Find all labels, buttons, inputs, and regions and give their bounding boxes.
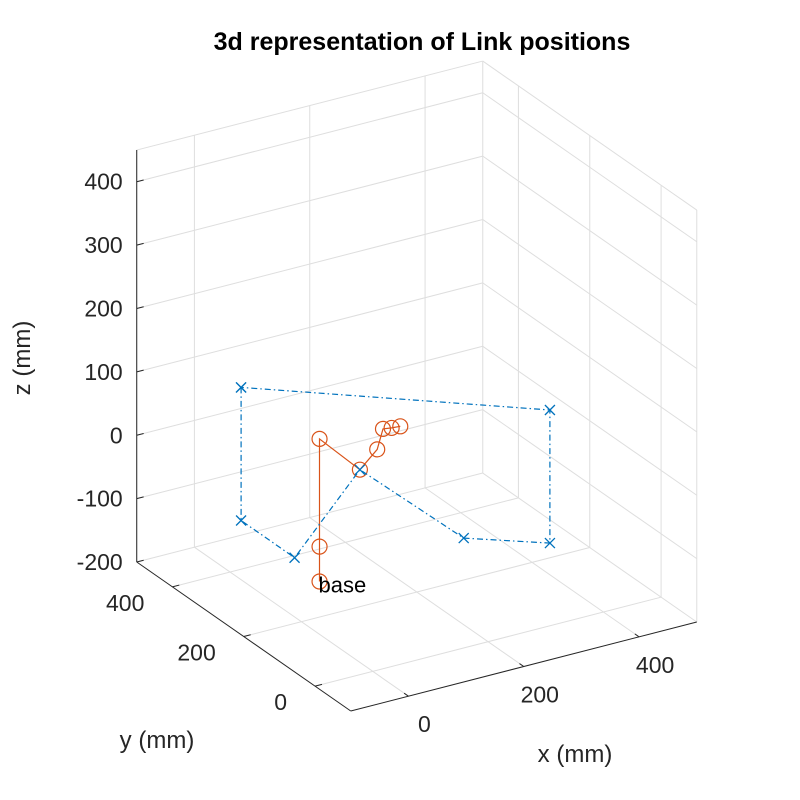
- x-tick-mark: [634, 633, 640, 638]
- x-tick-label: 400: [636, 652, 674, 678]
- grid-line-backwall-z: [136, 472, 483, 563]
- z-tick-label: 400: [84, 169, 122, 195]
- series-1-point: [289, 552, 301, 564]
- grid-line-sidewall-z: [482, 345, 698, 496]
- series-0-point: [374, 420, 392, 437]
- grid-line-floor-y: [172, 497, 519, 588]
- grid-line-sidewall-z: [482, 92, 698, 243]
- x-tick-label: 0: [418, 711, 431, 737]
- series-1-line: [240, 386, 551, 559]
- z-tick-mark: [136, 306, 144, 309]
- y-tick-label: 200: [177, 640, 215, 666]
- annotation-label: base: [319, 572, 367, 597]
- series-0-point: [311, 430, 328, 447]
- z-tick-label: -200: [77, 549, 123, 575]
- grid-line-sidewall-z: [482, 219, 698, 369]
- x-tick-label: 200: [521, 682, 559, 708]
- axes-layer: 0 200 400 0 200 400 -200 -100 0 100 200 300 400: [77, 150, 697, 737]
- box-edge-top-side: [482, 60, 698, 211]
- y-tick-mark: [243, 634, 251, 637]
- y-tick-mark: [314, 683, 323, 687]
- y-axis-label: y (mm): [120, 727, 195, 754]
- series-0-point: [351, 461, 369, 478]
- series-0-point: [383, 419, 400, 437]
- z-tick-label: 200: [84, 296, 122, 322]
- x-tick-mark: [519, 663, 525, 667]
- series-0-point: [369, 441, 386, 458]
- z-tick-label: 300: [84, 232, 122, 258]
- series-0-point: [392, 418, 409, 435]
- y-tick-mark: [172, 584, 180, 588]
- z-tick-mark: [136, 369, 144, 373]
- grid-line-backwall-z: [136, 92, 483, 183]
- series-layer: [235, 381, 556, 590]
- series-1-point: [354, 464, 366, 476]
- grid-line-floor-y: [243, 547, 590, 637]
- series-1-point: [458, 532, 470, 544]
- x-tick-mark: [403, 692, 409, 697]
- series-1-point: [544, 404, 556, 416]
- grid-line-backwall-z: [136, 345, 483, 436]
- series-1-point: [235, 515, 247, 526]
- grid-line-backwall-z: [136, 219, 483, 309]
- box-edge-top-back: [136, 60, 483, 151]
- series-1-point: [544, 537, 556, 549]
- chart-title: 3d representation of Link positions: [214, 28, 631, 56]
- y-tick-label: 400: [106, 590, 144, 616]
- grid-line-sidewall-z: [482, 155, 698, 306]
- z-tick-mark: [136, 179, 144, 183]
- annotation-layer: base: [319, 572, 367, 597]
- z-tick-mark: [136, 242, 144, 246]
- z-tick-mark: [136, 496, 144, 500]
- grid-layer: [136, 60, 698, 697]
- z-tick-label: 100: [84, 359, 122, 385]
- series-0-line: [318, 425, 401, 582]
- series-1-point: [235, 381, 247, 393]
- series-0-point: [311, 573, 328, 590]
- grid-line-sidewall-z: [482, 282, 698, 433]
- z-tick-mark: [136, 432, 144, 436]
- grid-line-sidewall-z: [482, 472, 698, 623]
- grid-line-sidewall-z: [482, 409, 698, 560]
- z-tick-label: 0: [110, 422, 123, 448]
- z-tick-mark: [136, 559, 144, 563]
- y-tick-label: 0: [274, 689, 287, 715]
- series-0-point: [311, 538, 328, 555]
- grid-line-backwall-z: [136, 282, 483, 373]
- grid-line-backwall-z: [136, 155, 483, 246]
- z-tick-label: -100: [77, 486, 123, 512]
- x-axis-label: x (mm): [538, 741, 613, 768]
- grid-line-floor-y: [314, 596, 662, 687]
- grid-line-backwall-z: [136, 409, 483, 500]
- z-axis-label: z (mm): [9, 321, 36, 396]
